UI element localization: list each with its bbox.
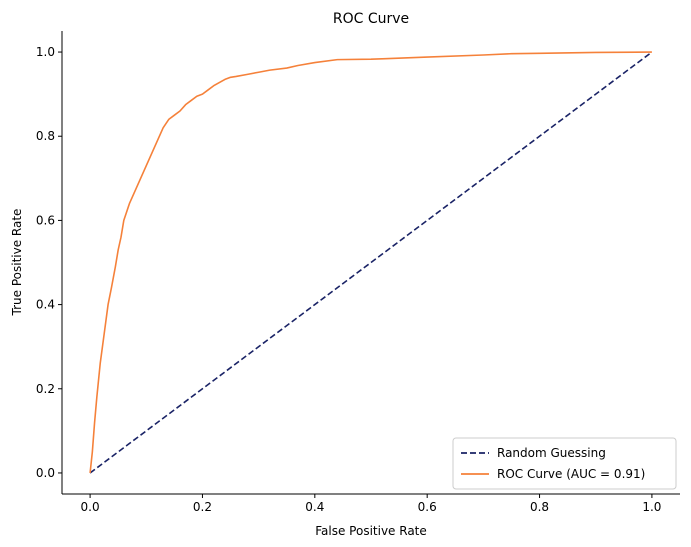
roc-curve-line xyxy=(89,51,652,474)
x-tick-label: 0.6 xyxy=(418,500,437,514)
y-tick-label: 0.0 xyxy=(36,466,55,480)
x-tick-label: 0.8 xyxy=(530,500,549,514)
x-tick-label: 1.0 xyxy=(642,500,661,514)
legend-label-roc-curve: ROC Curve (AUC = 0.91) xyxy=(497,467,645,481)
y-tick-label: 0.8 xyxy=(36,129,55,143)
y-tick-label: 0.6 xyxy=(36,213,55,227)
legend-box xyxy=(452,437,677,490)
x-tick-label: 0.4 xyxy=(305,500,324,514)
x-axis-label: False Positive Rate xyxy=(315,524,427,538)
plot-lines xyxy=(89,51,653,474)
y-tick-label: 0.4 xyxy=(36,298,55,312)
y-tick-label: 0.2 xyxy=(36,382,55,396)
legend: Random Guessing ROC Curve (AUC = 0.91) xyxy=(452,437,677,490)
y-tick-label: 1.0 xyxy=(36,45,55,59)
x-tick-label: 0.2 xyxy=(193,500,212,514)
axes xyxy=(61,31,680,495)
x-tick-label: 0.0 xyxy=(81,500,100,514)
legend-label-random-guessing: Random Guessing xyxy=(497,446,606,460)
ticks: 0.0 0.2 0.4 0.6 0.8 1.0 0.0 0.2 0.4 0.6 0.8 1.0 xyxy=(36,45,662,514)
y-axis-label: True Positive Rate xyxy=(10,209,24,317)
chart-title: ROC Curve xyxy=(333,11,409,27)
